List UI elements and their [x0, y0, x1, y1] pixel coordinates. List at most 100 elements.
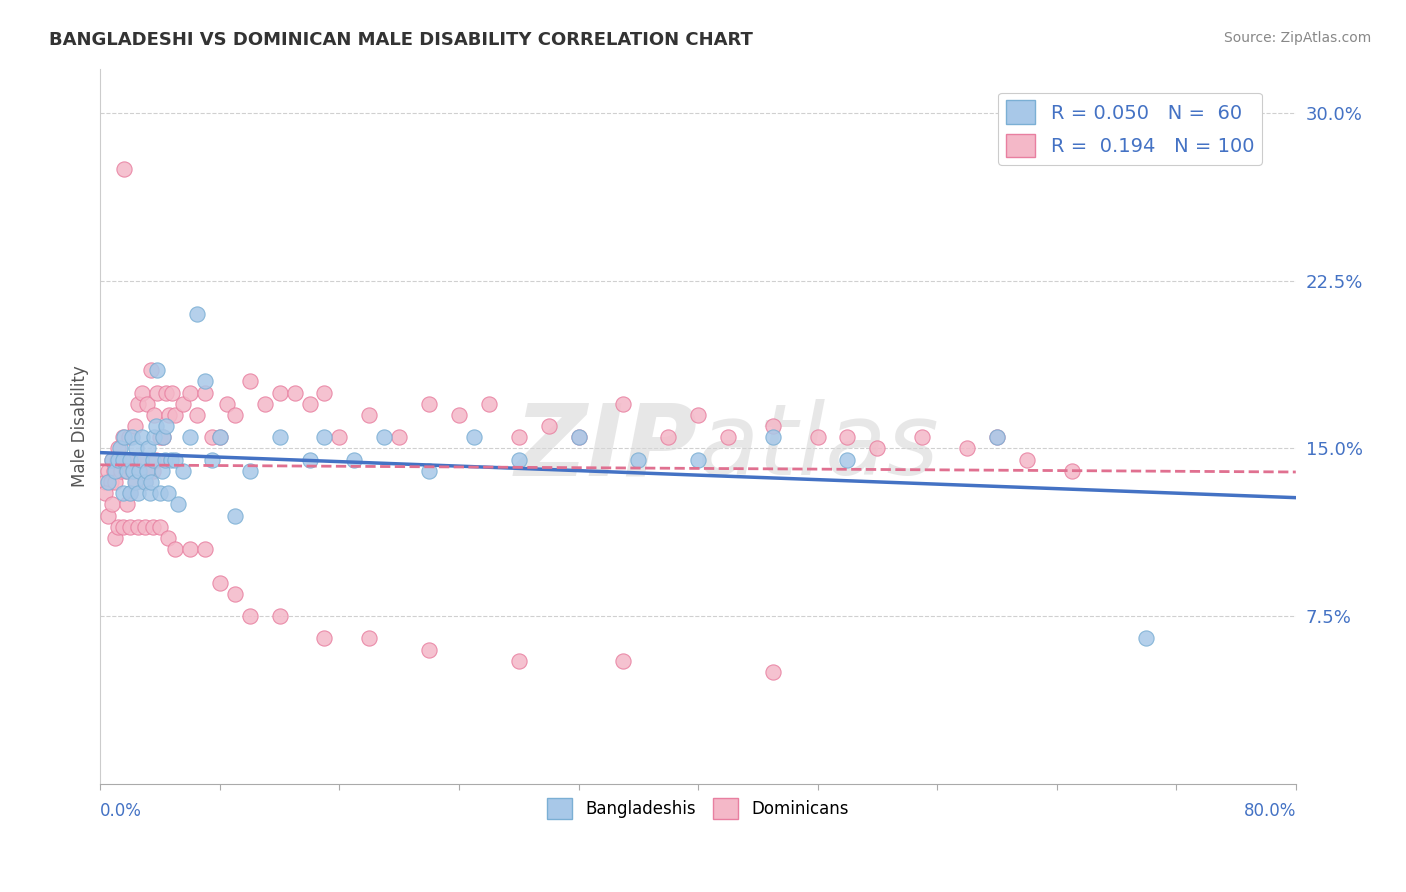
Point — [127, 486, 149, 500]
Point — [142, 519, 165, 533]
Point — [153, 452, 176, 467]
Point — [136, 464, 159, 478]
Point — [1135, 632, 1157, 646]
Point — [110, 464, 132, 478]
Point — [217, 397, 239, 411]
Point — [125, 442, 148, 456]
Point — [537, 419, 560, 434]
Point — [134, 519, 156, 533]
Point — [686, 408, 709, 422]
Point — [136, 442, 159, 456]
Point — [117, 464, 139, 478]
Point — [194, 375, 217, 389]
Point — [657, 430, 679, 444]
Point — [284, 385, 307, 400]
Point — [956, 442, 979, 456]
Point — [986, 430, 1008, 444]
Point — [179, 385, 201, 400]
Point — [120, 452, 142, 467]
Point — [194, 385, 217, 400]
Point — [122, 452, 145, 467]
Point — [911, 430, 934, 444]
Point — [127, 519, 149, 533]
Point — [111, 452, 134, 467]
Point — [837, 452, 859, 467]
Point — [165, 452, 187, 467]
Point — [359, 632, 381, 646]
Point — [97, 475, 120, 489]
Point — [418, 642, 440, 657]
Point — [117, 452, 139, 467]
Point — [717, 430, 740, 444]
Point — [186, 408, 208, 422]
Text: atlas: atlas — [697, 399, 939, 496]
Point — [122, 464, 145, 478]
Point — [129, 452, 152, 467]
Point — [463, 430, 485, 444]
Point — [239, 375, 262, 389]
Point — [239, 464, 262, 478]
Point — [359, 408, 381, 422]
Point — [612, 397, 634, 411]
Point — [117, 497, 139, 511]
Point — [143, 408, 166, 422]
Point — [762, 430, 785, 444]
Point — [97, 464, 120, 478]
Point — [145, 452, 167, 467]
Point — [269, 430, 291, 444]
Point — [101, 452, 124, 467]
Point — [224, 408, 246, 422]
Point — [124, 419, 146, 434]
Text: 0.0%: 0.0% — [100, 802, 142, 820]
Point — [141, 475, 163, 489]
Point — [186, 307, 208, 321]
Point — [807, 430, 830, 444]
Point — [686, 452, 709, 467]
Point — [152, 430, 174, 444]
Point — [155, 419, 177, 434]
Y-axis label: Male Disability: Male Disability — [72, 365, 89, 487]
Point — [165, 542, 187, 557]
Point — [135, 397, 157, 411]
Point — [627, 452, 650, 467]
Point — [111, 486, 134, 500]
Point — [108, 452, 131, 467]
Point — [159, 452, 181, 467]
Point — [508, 430, 530, 444]
Point — [314, 430, 336, 444]
Point — [762, 419, 785, 434]
Point — [97, 508, 120, 523]
Point — [762, 665, 785, 679]
Point — [314, 632, 336, 646]
Point — [135, 464, 157, 478]
Point — [447, 408, 470, 422]
Point — [172, 464, 194, 478]
Point — [108, 442, 131, 456]
Point — [107, 519, 129, 533]
Point — [156, 531, 179, 545]
Point — [128, 464, 150, 478]
Point — [142, 452, 165, 467]
Point — [373, 430, 395, 444]
Point — [138, 486, 160, 500]
Point — [1060, 464, 1083, 478]
Point — [508, 452, 530, 467]
Point — [120, 486, 142, 500]
Point — [986, 430, 1008, 444]
Point — [418, 397, 440, 411]
Point — [157, 408, 180, 422]
Point — [121, 430, 143, 444]
Point — [567, 430, 589, 444]
Text: 80.0%: 80.0% — [1243, 802, 1296, 820]
Point — [208, 430, 231, 444]
Point — [141, 363, 163, 377]
Point — [208, 430, 231, 444]
Point — [343, 452, 366, 467]
Point — [866, 442, 889, 456]
Point — [269, 609, 291, 624]
Point — [160, 385, 183, 400]
Point — [94, 475, 117, 489]
Point — [837, 430, 859, 444]
Point — [100, 475, 122, 489]
Point — [105, 452, 128, 467]
